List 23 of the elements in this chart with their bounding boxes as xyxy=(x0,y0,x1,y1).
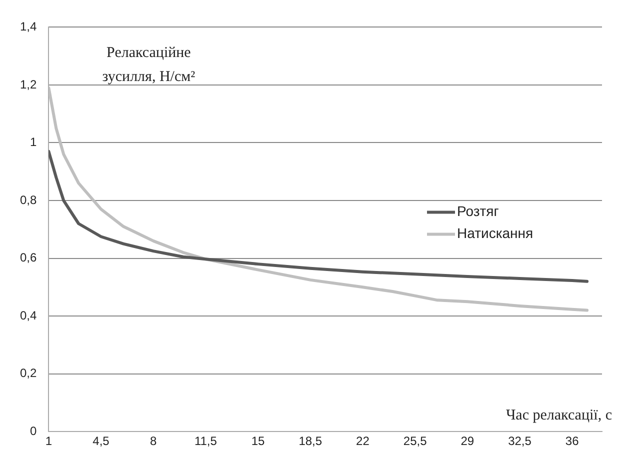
y-tick-label: 1,2 xyxy=(20,77,37,92)
y-tick-label: 0,4 xyxy=(20,308,37,322)
x-tick-label: 1 xyxy=(45,434,52,448)
x-tick-label: 25,5 xyxy=(403,434,428,448)
y-tick-label: 0,2 xyxy=(20,366,37,380)
y-tick-label: 1 xyxy=(30,135,37,150)
x-tick-label: 29 xyxy=(460,434,474,448)
y-tick-label: 0,8 xyxy=(20,192,37,207)
y-tick-label: 1,4 xyxy=(20,20,37,34)
legend-label: Натискання xyxy=(457,225,534,242)
y-tick-label: 0 xyxy=(30,424,37,438)
x-tick-label: 15 xyxy=(251,434,266,448)
x-tick-label: 18,5 xyxy=(298,434,322,448)
legend-label: Розтяг xyxy=(457,203,499,220)
y-axis-title: Релаксаційне зусилля, Н/см² xyxy=(102,45,196,86)
x-tick-label: 36 xyxy=(565,434,580,448)
x-tick-label: 8 xyxy=(150,434,158,448)
x-axis-title: Час релаксації, с xyxy=(506,408,612,424)
x-tick-label: 11,5 xyxy=(194,434,218,448)
x-tick-label: 22 xyxy=(356,434,370,448)
x-tick-label: 32,5 xyxy=(508,434,532,448)
x-tick-label: 4,5 xyxy=(92,434,110,448)
y-tick-label: 0,6 xyxy=(20,250,37,265)
